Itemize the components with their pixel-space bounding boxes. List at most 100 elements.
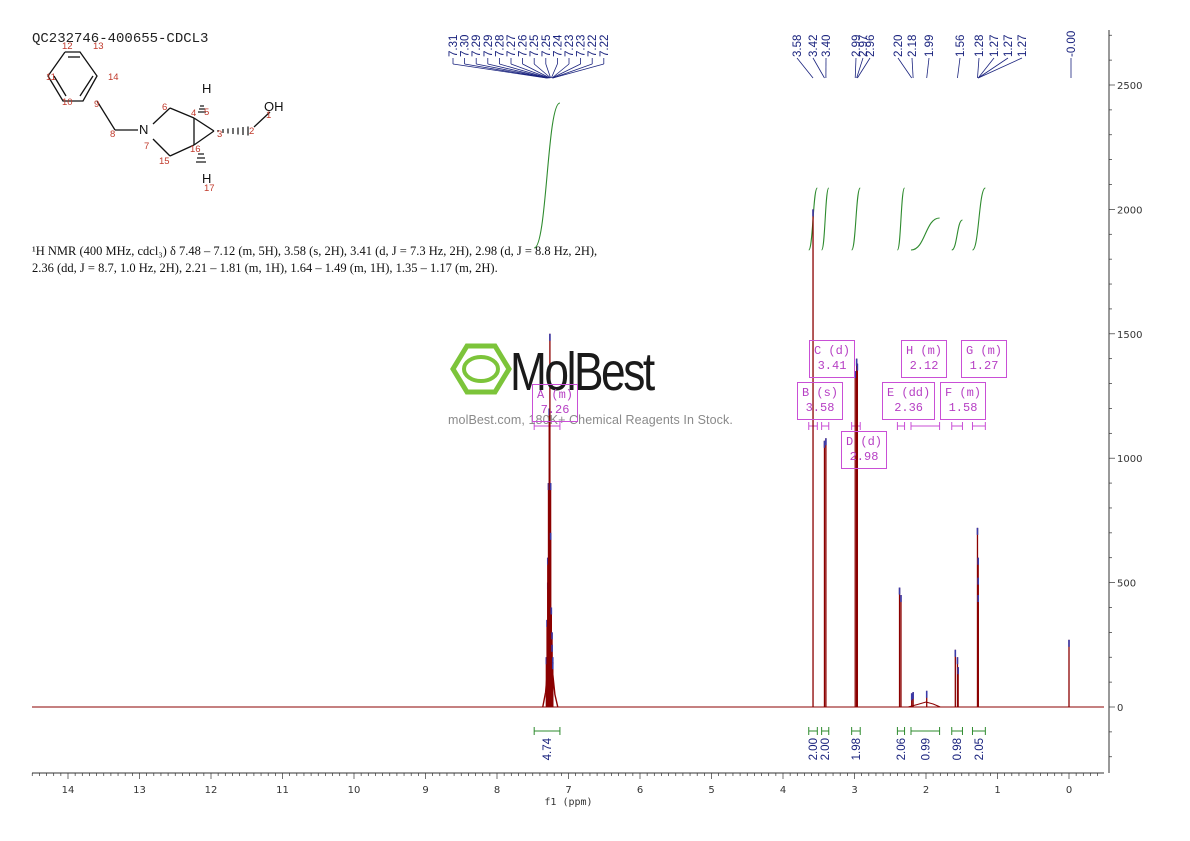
multiplet-label: B (s) [802, 386, 839, 400]
multiplet-label: H (m) [906, 344, 943, 358]
bond-6-4 [169, 107, 195, 119]
ring-double-bond [53, 75, 67, 97]
peak-label-aliphatic: 2.96 [865, 35, 877, 57]
peak-label-aromatic: 7.29 [483, 35, 495, 57]
multiplet-shift: 1.58 [948, 401, 978, 415]
peak-label-aliphatic-connector [926, 57, 930, 79]
peak-label-aromatic: 7.22 [587, 35, 599, 57]
multiplet-box-a: A (m) 7.26 [532, 384, 579, 422]
peak-label-aromatic-connector [464, 63, 548, 79]
atom-number: 15 [159, 156, 170, 167]
multiplet-label: E (dd) [887, 386, 931, 400]
nmr-description: ¹H NMR (400 MHz, cdcl₃) δ 7.48 – 7.12 (m… [32, 244, 598, 275]
integral-curve [821, 187, 830, 251]
peak-label-aliphatic-connector [796, 57, 814, 79]
ring-double-bond [79, 75, 94, 97]
peak-label-aromatic-connector [533, 63, 551, 79]
x-tick-label: 1 [994, 785, 1000, 796]
peak-label-aliphatic-connector [857, 57, 871, 79]
hexagon-logo-icon [450, 343, 512, 395]
atom-number: 1 [266, 110, 271, 121]
atom-number: 16 [190, 144, 201, 155]
hashed-bond-3-2 [217, 126, 249, 136]
integral-curve [951, 219, 963, 251]
peak-label-aromatic-connector [551, 63, 570, 79]
integral-curve [851, 187, 861, 251]
integral-curve [533, 102, 561, 249]
multiplet-box-c: C (d) 3.41 [809, 340, 856, 378]
atom-number: 14 [108, 72, 119, 83]
peak-label-aromatic-connector [476, 63, 548, 79]
multiplet-brackets [533, 422, 986, 430]
integral-value: 2.06 [896, 738, 908, 760]
peak-label-aromatic: 7.25 [529, 35, 541, 57]
peak-label-aromatic: 7.27 [506, 35, 518, 57]
multiplet-shift: 2.36 [894, 401, 924, 415]
peak-label-aromatic: 7.23 [576, 35, 588, 57]
y-tick-label: 1500 [1117, 330, 1142, 341]
multiplet-label: C (d) [814, 344, 851, 358]
integral-curve [910, 217, 940, 251]
peak-label-aliphatic: 1.28 [974, 35, 986, 57]
peak-label-aliphatic: 2.20 [893, 35, 905, 57]
integral-curve [971, 187, 986, 251]
peak-label-aromatic-connector [452, 63, 547, 79]
integral-value: 2.00 [820, 738, 832, 760]
peak-label-aromatic: 7.24 [552, 34, 564, 57]
x-tick-label: 9 [422, 785, 428, 796]
integral-curve [896, 187, 906, 251]
multiplet-shift: 3.41 [817, 359, 847, 373]
bond-9-8 [96, 100, 116, 131]
atom-number: 10 [62, 97, 73, 108]
peak-label-aromatic-connector [510, 63, 550, 79]
integral-value: 2.00 [808, 738, 820, 760]
integral-value: 4.74 [542, 737, 554, 760]
sample-id: QC232746-400655-CDCL3 [32, 31, 209, 47]
integral-value: 1.98 [851, 738, 863, 760]
multiplet-box-d: D (d) 2.98 [841, 431, 888, 469]
atom-label: H [202, 81, 211, 96]
x-tick-label: 0 [1066, 785, 1072, 796]
peak-label-aliphatic-connector [977, 57, 980, 79]
peak-label-aliphatic-connector [856, 57, 864, 79]
atom-number: 8 [110, 129, 115, 140]
peak-label-aromatic-connector [545, 63, 552, 79]
spectrum-peaks [32, 209, 1104, 708]
multiplet-box-h: H (m) 2.12 [901, 340, 948, 378]
molbest-logo [450, 343, 512, 395]
peak-label-aliphatic: 1.27 [989, 35, 1001, 57]
x-tick-label: 14 [62, 785, 75, 796]
peak-label-aliphatic: 2.99 [851, 35, 863, 57]
molecule-structure [47, 51, 271, 163]
atom-number: 3 [217, 129, 222, 140]
bond-n-15 [152, 138, 171, 157]
y-tick-label: 1000 [1117, 454, 1142, 465]
peak-label-aliphatic: 1.99 [924, 35, 936, 57]
peak-labels: 7.31 7.30 7.29 7.29 7.28 7.27 7.26 7.25 7.25 7.24… [448, 31, 1078, 79]
multiplet-box-f: F (m) 1.58 [940, 382, 987, 420]
multiplet-shift: 2.98 [849, 450, 879, 464]
peak-label-aromatic-connector [499, 63, 549, 79]
bond-n-6 [152, 107, 171, 125]
bond-15-16 [169, 144, 195, 157]
benzene-ring [47, 51, 98, 102]
x-tick-label: 11 [276, 785, 289, 796]
peak-label-aliphatic: 1.27 [1003, 35, 1015, 57]
peak-label-aliphatic: 3.42 [808, 35, 820, 57]
watermark-tagline: molBest.com, 180K+ Chemical Reagents In … [448, 413, 733, 427]
integral-curves [533, 102, 986, 251]
peak-label-aromatic: 7.26 [518, 35, 530, 57]
x-tick-label: 8 [494, 785, 500, 796]
atom-label: H [202, 171, 211, 186]
peak-label-aliphatic-connector [812, 57, 825, 79]
broad-multiplet [907, 701, 941, 708]
hexagon-logo-inner-icon [462, 355, 500, 383]
peak-label-aliphatic-connector [977, 57, 1009, 79]
peak-label-aliphatic-connector [897, 57, 913, 79]
peak-label-aromatic: 7.23 [564, 35, 576, 57]
peak-label-aliphatic-connector [911, 57, 914, 79]
peak-label-aromatic-connector [552, 63, 604, 79]
multiplet-label: G (m) [966, 344, 1003, 358]
